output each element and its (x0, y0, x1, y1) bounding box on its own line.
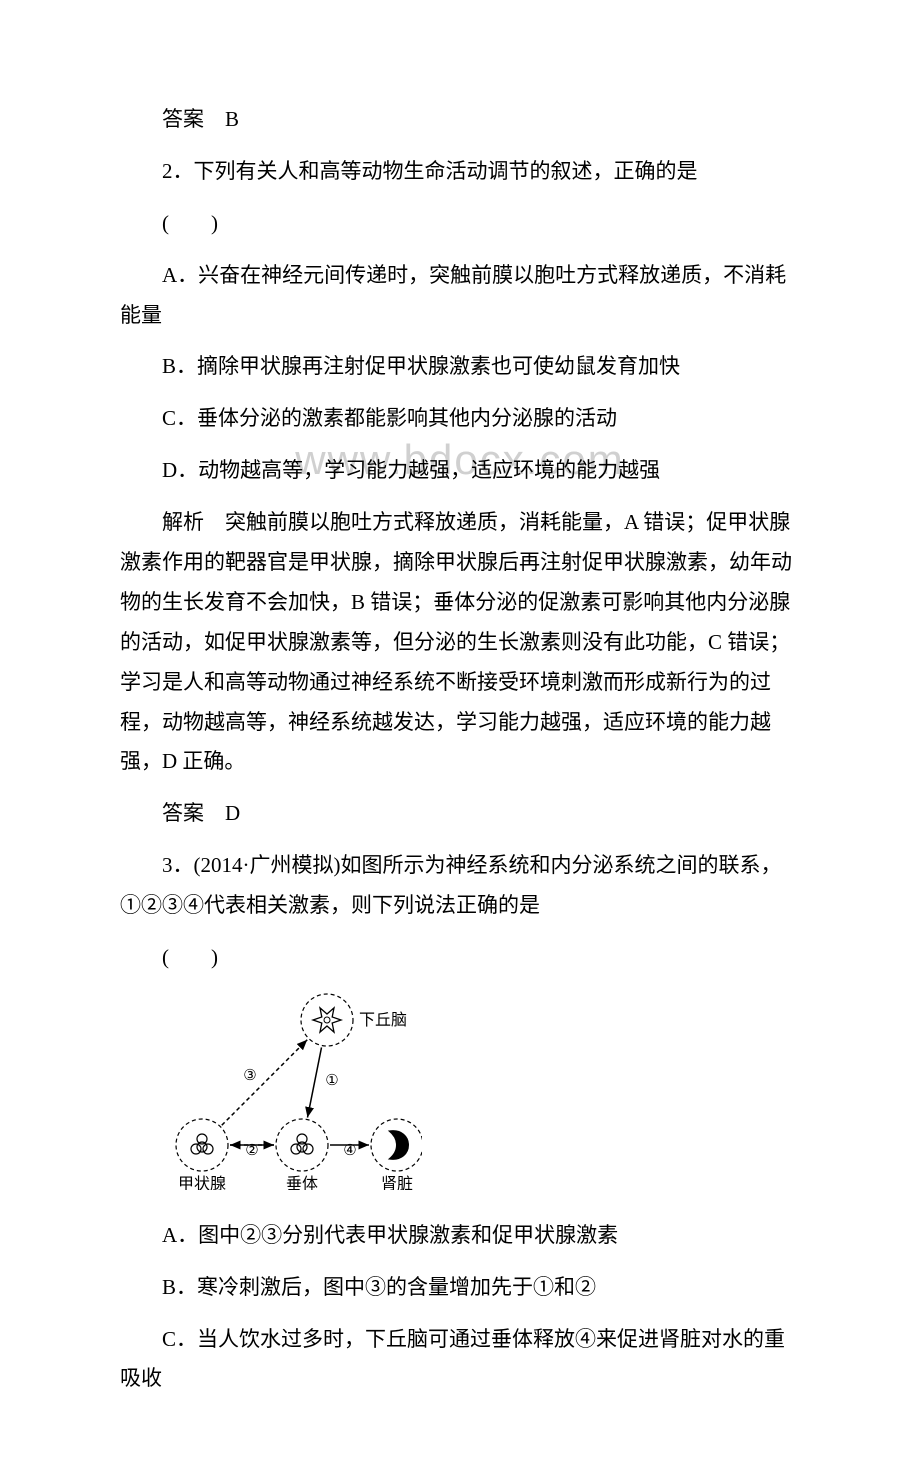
question-3-stem: 3．(2014·广州模拟)如图所示为神经系统和内分泌系统之间的联系，①②③④代表… (120, 846, 800, 926)
svg-text:下丘脑: 下丘脑 (359, 1011, 407, 1029)
answer-line-1: 答案 B (120, 100, 800, 140)
svg-text:甲状腺: 甲状腺 (178, 1175, 226, 1190)
question-2-option-a: A．兴奋在神经元间传递时，突触前膜以胞吐方式释放递质，不消耗能量 (120, 256, 800, 336)
question-2-option-b: B．摘除甲状腺再注射促甲状腺激素也可使幼鼠发育加快 (120, 347, 800, 387)
question-3-option-a: A．图中②③分别代表甲状腺激素和促甲状腺激素 (120, 1216, 800, 1256)
svg-text:①: ① (325, 1073, 338, 1089)
svg-text:肾脏: 肾脏 (381, 1175, 413, 1190)
document-body: 答案 B 2．下列有关人和高等动物生命活动调节的叙述，正确的是 ( ) A．兴奋… (120, 100, 800, 1399)
svg-text:③: ③ (243, 1068, 256, 1084)
question-2-paren: ( ) (120, 204, 800, 244)
svg-text:④: ④ (343, 1143, 356, 1159)
svg-text:垂体: 垂体 (286, 1175, 318, 1190)
question-2-stem: 2．下列有关人和高等动物生命活动调节的叙述，正确的是 (120, 152, 800, 192)
endocrine-diagram-svg: ①②③④下丘脑甲状腺垂体肾脏 (162, 990, 422, 1190)
question-3-paren: ( ) (120, 938, 800, 978)
question-3-option-c: C．当人饮水过多时，下丘脑可通过垂体释放④来促进肾脏对水的重吸收 (120, 1320, 800, 1400)
question-2-explanation: 解析 突触前膜以胞吐方式释放递质，消耗能量，A 错误；促甲状腺激素作用的靶器官是… (120, 503, 800, 782)
answer-line-2: 答案 D (120, 794, 800, 834)
question-2-option-c: C．垂体分泌的激素都能影响其他内分泌腺的活动 (120, 399, 800, 439)
question-2-option-d: D．动物越高等，学习能力越强，适应环境的能力越强 (120, 451, 800, 491)
endocrine-diagram: ①②③④下丘脑甲状腺垂体肾脏 (162, 990, 800, 1204)
